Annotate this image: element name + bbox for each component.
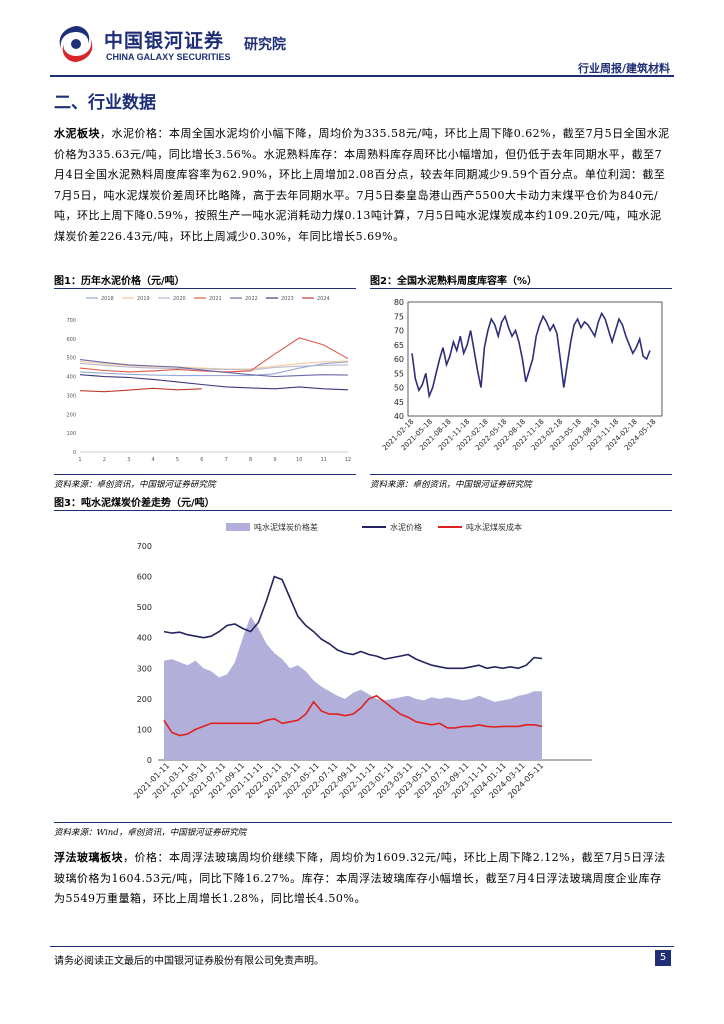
fig2-bottom-rule (370, 474, 672, 475)
fig1-ytick-label: 0 (73, 450, 76, 456)
institute-label: 研究院 (244, 37, 286, 53)
fig1-xtick-label: 11 (320, 457, 326, 463)
fig1-ytick-label: 400 (66, 375, 76, 381)
fig1-xtick-label: 2 (103, 457, 106, 463)
fig1-legend-label: 2022 (245, 296, 258, 302)
fig1-xtick-label: 9 (273, 457, 276, 463)
fig1-title: 图1：历年水泥价格（元/吨） (54, 276, 185, 287)
fig3-source: 资料来源：Wind，卓创资讯，中国银河证券研究院 (54, 828, 247, 838)
fig3-legend-swatch (226, 523, 250, 531)
fig3-ytick-label: 700 (137, 542, 152, 551)
fig3-series-line (163, 694, 543, 737)
fig1-series-line (79, 360, 349, 370)
fig1-xtick-label: 7 (225, 457, 228, 463)
glass-paragraph: 浮法玻璃板块，价格：本周浮法玻璃周均价继续下降，周均价为1609.32元/吨，环… (54, 848, 672, 910)
fig3-ytick-label: 600 (137, 573, 152, 582)
fig2-top-rule (370, 288, 672, 289)
glass-text: ，价格：本周浮法玻璃周均价继续下降，周均价为1609.32元/吨，环比上周下降2… (54, 851, 666, 905)
fig2-ytick-label: 45 (394, 398, 404, 407)
fig1-xtick-label: 5 (176, 457, 179, 463)
cement-text: ，水泥价格：本周全国水泥均价小幅下降，周均价为335.58元/吨，环比上周下降0… (54, 127, 670, 243)
fig1-ytick-label: 600 (66, 337, 76, 343)
fig1-xtick-label: 6 (200, 457, 203, 463)
fig1-xtick-label: 1 (78, 457, 81, 463)
fig3-top-rule (54, 510, 672, 511)
cement-paragraph: 水泥板块，水泥价格：本周全国水泥均价小幅下降，周均价为335.58元/吨，环比上… (54, 124, 672, 247)
footer-disclaimer: 请务必阅读正文最后的中国银河证券股份有限公司免责声明。 (54, 956, 324, 967)
section-title: 二、行业数据 (54, 93, 156, 113)
fig2-ytick-label: 65 (394, 341, 404, 350)
fig1-legend-label: 2021 (209, 296, 222, 302)
fig3-ytick-label: 300 (137, 664, 152, 673)
fig1-series-line (79, 359, 349, 378)
fig3-title: 图3：吨水泥煤炭价差走势（元/吨） (54, 498, 215, 509)
fig1-series-line (79, 374, 349, 391)
fig1-ytick-label: 300 (66, 393, 76, 399)
fig3-legend-label: 吨水泥煤炭成本 (466, 522, 522, 532)
fig3-ytick-label: 500 (137, 603, 152, 612)
fig2-ytick-label: 80 (394, 298, 404, 307)
brand-name-cn: 中国银河证券 (104, 30, 225, 52)
cement-lead: 水泥板块 (54, 127, 100, 140)
glass-lead: 浮法玻璃板块 (54, 851, 123, 864)
fig1-series-line (79, 362, 349, 371)
fig1-source: 资料来源：卓创资讯，中国银河证券研究院 (54, 480, 216, 490)
report-type: 行业周报/建筑材料 (577, 62, 670, 75)
fig2-ytick-label: 60 (394, 355, 404, 364)
fig3-ytick-label: 100 (137, 725, 152, 734)
fig2-plot-frame (407, 301, 663, 417)
fig1-legend-label: 2019 (137, 296, 150, 302)
fig1-legend-label: 2023 (281, 296, 294, 302)
fig1-ytick-label: 500 (66, 356, 76, 362)
fig3-area-series (164, 616, 542, 760)
fig2-series-line (411, 311, 651, 399)
fig1-ytick-label: 700 (66, 318, 76, 324)
fig2-ytick-label: 50 (394, 384, 404, 393)
fig3-legend-label: 吨水泥煤炭价格差 (254, 522, 318, 532)
fig2-source: 资料来源：卓创资讯，中国银河证券研究院 (370, 480, 532, 490)
fig1-xtick-label: 10 (296, 457, 302, 463)
header-divider (50, 75, 674, 77)
fig1-top-rule (54, 288, 356, 289)
fig1-ytick-label: 100 (66, 431, 76, 437)
galaxy-logo-icon (59, 26, 93, 62)
fig2-ytick-label: 40 (394, 412, 404, 421)
fig1-ytick-label: 200 (66, 412, 76, 418)
footer-divider (50, 946, 674, 947)
fig2-title: 图2：全国水泥熟料周度库容率（%） (370, 276, 537, 287)
fig3-ytick-label: 0 (147, 756, 152, 765)
fig1-series-line (79, 361, 349, 377)
fig1-xtick-label: 8 (249, 457, 252, 463)
brand-name-en: CHINA GALAXY SECURITIES (106, 52, 231, 62)
fig2-chart: 4045505560657075802021-02-182021-05-1820… (381, 298, 663, 452)
fig1-xtick-label: 4 (151, 457, 154, 463)
fig2-ytick-label: 55 (394, 369, 404, 378)
fig1-xtick-label: 3 (127, 457, 130, 463)
fig3-chart: 吨水泥煤炭价格差 水泥价格 吨水泥煤炭成本 0 100 200 300 400 500 600 70… (132, 522, 592, 800)
fig3-bottom-rule (54, 822, 672, 823)
fig2-ytick-label: 70 (394, 327, 404, 336)
fig3-series-line (163, 575, 543, 670)
fig2-ytick-label: 75 (394, 312, 404, 321)
fig1-series-line (79, 387, 202, 393)
fig1-legend-label: 2020 (173, 296, 186, 302)
fig1-xtick-label: 12 (345, 457, 351, 463)
fig1-legend-label: 2018 (101, 296, 114, 302)
fig3-ytick-label: 400 (137, 634, 152, 643)
fig1-legend-label: 2024 (317, 296, 330, 302)
page-number: 5 (655, 950, 671, 966)
fig1-bottom-rule (54, 474, 356, 475)
fig3-legend-label: 水泥价格 (390, 522, 422, 532)
fig3-ytick-label: 200 (137, 695, 152, 704)
